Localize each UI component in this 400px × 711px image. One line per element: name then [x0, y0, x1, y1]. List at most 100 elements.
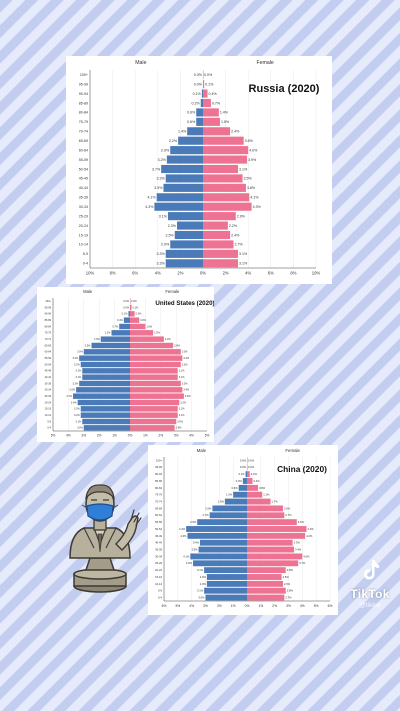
female-bar: [130, 336, 164, 342]
female-value-label: 2.6%: [284, 582, 291, 586]
male-value-label: 0.1%: [193, 92, 202, 96]
age-group-label: 10-14: [155, 582, 162, 586]
female-value-label: 3.4%: [295, 548, 302, 552]
x-tick-label: 5%: [51, 434, 56, 438]
female-bar: [130, 317, 140, 323]
male-bar: [187, 127, 203, 136]
male-value-label: 3.6%: [190, 520, 197, 524]
russia-pyramid-card: 10% 8% 6% 4% 2% 0% 2% 4% 6% 8% 10% Male Female Russia…: [66, 56, 332, 284]
male-bar: [83, 349, 130, 355]
male-bar: [187, 532, 247, 539]
male-bar: [119, 323, 130, 330]
female-bar: [130, 304, 132, 311]
female-value-label: 2.8%: [287, 568, 294, 572]
masked-bust-statue-sticker: [69, 484, 142, 593]
male-value-label: 3.4%: [71, 401, 77, 404]
male-header-label: Male: [135, 60, 146, 66]
male-bar: [76, 387, 130, 393]
face-mask-icon: [81, 503, 119, 521]
male-bar: [245, 471, 247, 478]
x-tick-label: 4%: [155, 271, 161, 276]
female-bar: [203, 240, 234, 249]
female-value-label: 2.7%: [285, 513, 292, 517]
female-bar: [203, 230, 231, 240]
male-value-label: 2.2%: [169, 139, 178, 143]
age-group-label: 85-89: [79, 101, 88, 105]
male-bar: [177, 221, 203, 230]
age-group-label: 20-24: [155, 568, 162, 572]
female-value-label: 0.8%: [259, 486, 266, 490]
female-bar: [130, 399, 180, 406]
female-value-label: 0.4%: [209, 92, 218, 96]
male-value-label: 2.9%: [200, 582, 207, 586]
age-group-label: 0-4: [158, 596, 162, 600]
male-bar: [170, 146, 203, 155]
x-tick-label: 0%: [128, 434, 133, 438]
male-value-label: 3.1%: [197, 568, 204, 572]
female-bar: [247, 505, 283, 512]
age-group-label: 25-29: [45, 395, 52, 398]
tiktok-logo-icon: [364, 560, 379, 580]
male-value-label: 4.4%: [179, 527, 186, 531]
male-value-label: 0.6%: [187, 120, 196, 124]
female-value-label: 3.4%: [183, 389, 189, 392]
female-bar: [130, 380, 181, 387]
male-bar: [224, 498, 247, 505]
age-group-label: 5-9: [47, 420, 51, 423]
china-pyramid-chart: 6% 5% 4% 3% 2% 1% 0% 1% 2% 3% 4% 5% 6% Male Female Chin…: [155, 448, 332, 608]
chart-title: China (2020): [277, 464, 327, 474]
female-value-label: 0.7%: [212, 101, 221, 105]
male-bar: [204, 567, 247, 574]
x-tick-label: 4%: [66, 434, 71, 438]
male-value-label: 3.5%: [191, 548, 198, 552]
age-group-label: 15-19: [155, 575, 162, 579]
x-tick-label: 3%: [203, 604, 208, 608]
male-bar: [167, 212, 203, 221]
x-tick-label: 6%: [268, 271, 274, 276]
x-tick-label: 4%: [189, 604, 194, 608]
male-bar: [170, 240, 203, 249]
female-bar: [247, 567, 286, 574]
age-group-label: 45-49: [45, 370, 52, 373]
female-bar: [247, 484, 259, 491]
age-group-label: 50-54: [155, 527, 162, 531]
male-value-label: 2.5%: [166, 233, 175, 237]
x-tick-label: 10%: [312, 271, 321, 276]
female-value-label: 2.9%: [237, 214, 246, 218]
male-bar: [186, 526, 247, 532]
female-value-label: 3.0%: [177, 420, 183, 423]
female-value-label: 0.1%: [205, 82, 214, 86]
male-bar: [123, 317, 130, 323]
female-value-label: 4.3%: [253, 205, 262, 209]
age-group-label: 100+: [45, 300, 51, 303]
age-group-label: 15-19: [45, 408, 52, 411]
female-bar: [130, 393, 184, 399]
age-group-label: 35-39: [45, 382, 52, 385]
female-value-label: 2.8%: [174, 344, 180, 347]
female-bar: [203, 98, 211, 108]
male-bar: [165, 259, 203, 268]
female-bar: [203, 249, 239, 258]
male-value-label: 2.5%: [85, 344, 91, 347]
male-value-label: 0.6%: [187, 111, 196, 115]
male-value-label: 3.3%: [157, 262, 166, 266]
x-tick-label: 5%: [314, 604, 319, 608]
male-value-label: 3.2%: [74, 408, 80, 411]
female-value-label: 3.5%: [185, 395, 191, 398]
x-tick-label: 1%: [143, 434, 148, 438]
male-bar: [209, 512, 247, 519]
male-bar: [154, 202, 203, 211]
male-value-label: 0.6%: [232, 486, 239, 490]
male-value-label: 2.5%: [205, 506, 212, 510]
waving-hand-icon: [115, 509, 142, 551]
male-bar: [156, 193, 203, 202]
female-value-label: 2.9%: [176, 427, 182, 430]
male-bar: [200, 98, 203, 108]
female-value-label: 2.2%: [165, 338, 171, 341]
male-bar: [190, 553, 247, 560]
age-group-label: 35-39: [155, 548, 162, 552]
female-bar: [130, 355, 183, 361]
male-bar: [83, 425, 130, 431]
age-group-label: 65-69: [79, 139, 88, 143]
female-bar: [130, 425, 175, 431]
